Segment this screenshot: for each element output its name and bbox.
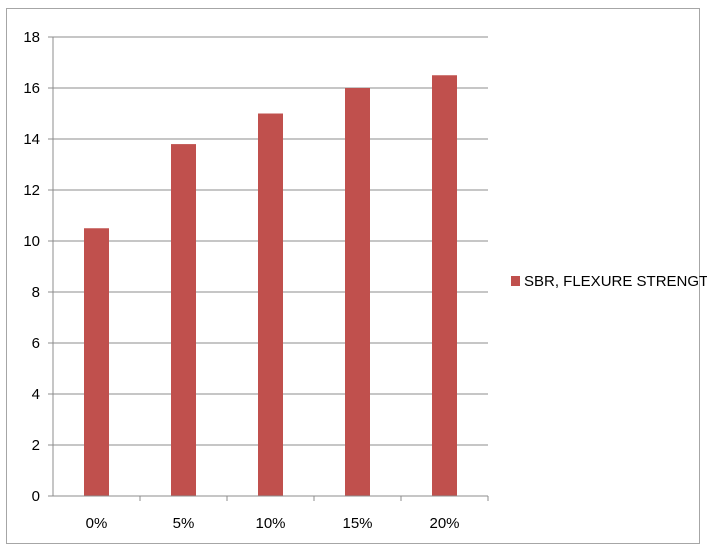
x-tick-label: 0% (86, 515, 108, 532)
y-tick-label: 12 (23, 182, 40, 199)
x-tick-label: 5% (173, 515, 195, 532)
x-tick-label: 10% (255, 515, 285, 532)
legend: SBR, FLEXURE STRENGTH (511, 273, 707, 290)
legend-swatch (511, 276, 520, 286)
bar (84, 228, 109, 496)
y-tick-label: 10 (23, 233, 40, 250)
x-tick-label: 15% (342, 515, 372, 532)
y-tick-label: 4 (32, 386, 40, 403)
y-tick-label: 16 (23, 80, 40, 97)
bar (171, 144, 196, 496)
y-tick-labels: 0 2 4 6 8 10 12 14 16 18 (23, 29, 40, 505)
y-tick-label: 8 (32, 284, 40, 301)
y-tick-label: 2 (32, 437, 40, 454)
x-tick-label: 20% (429, 515, 459, 532)
y-tick-label: 14 (23, 131, 40, 148)
bar (432, 75, 457, 496)
bars (84, 75, 457, 496)
y-tick-label: 0 (32, 488, 40, 505)
bar (345, 88, 370, 496)
x-tick-labels: 0% 5% 10% 15% 20% (86, 515, 460, 532)
bar (258, 113, 283, 496)
legend-label: SBR, FLEXURE STRENGTH (524, 273, 707, 290)
y-tick-label: 18 (23, 29, 40, 46)
y-tick-label: 6 (32, 335, 40, 352)
axes (48, 36, 489, 501)
